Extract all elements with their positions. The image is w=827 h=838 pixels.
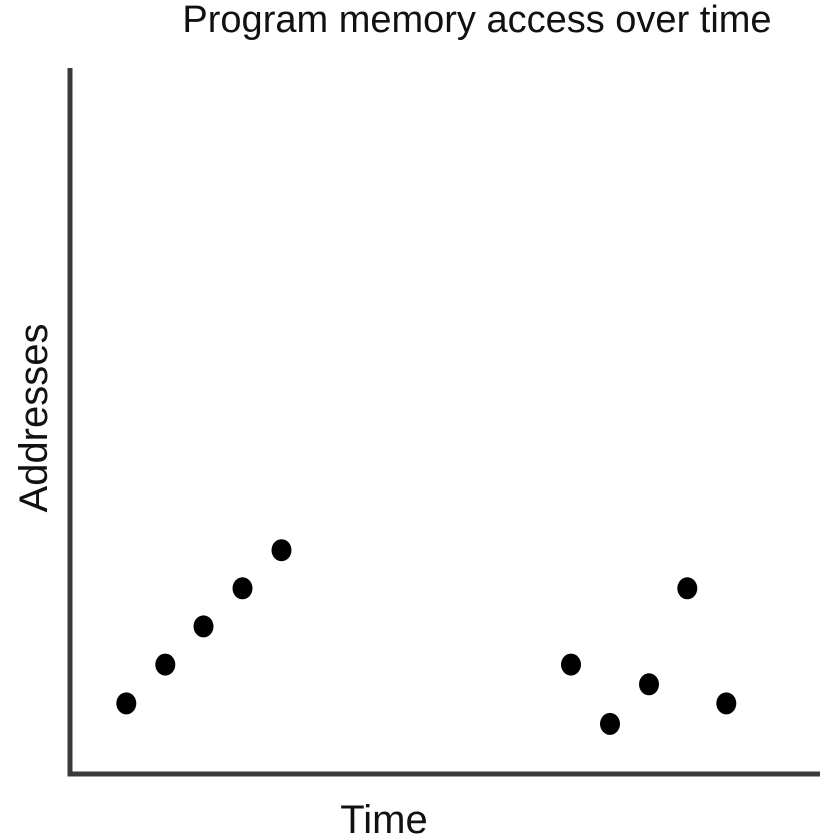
data-points	[116, 539, 737, 735]
data-point	[716, 692, 737, 715]
data-point	[232, 577, 253, 600]
data-point	[677, 577, 698, 600]
data-point	[155, 653, 176, 676]
data-point	[193, 615, 214, 638]
data-point	[271, 539, 292, 562]
data-point	[639, 673, 659, 696]
y-axis-label: Addresses	[12, 324, 56, 513]
data-point	[116, 692, 137, 715]
x-axis-label: Time	[340, 798, 427, 838]
data-point	[561, 653, 581, 676]
data-point	[600, 712, 620, 735]
chart-title: Program memory access over time	[182, 0, 771, 41]
